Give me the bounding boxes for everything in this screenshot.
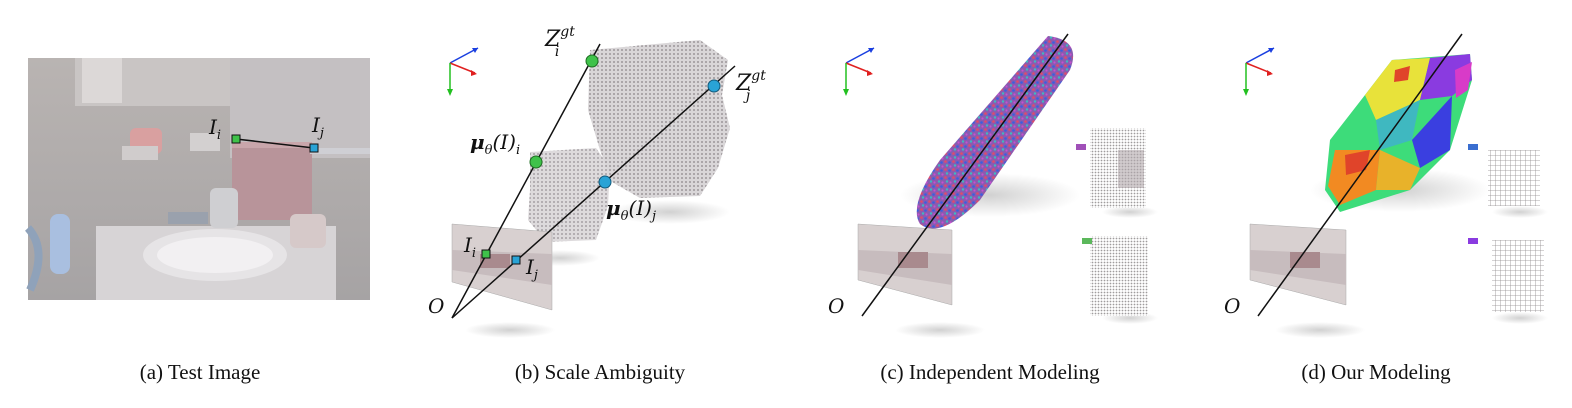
svg-text:Ij: Ij bbox=[311, 113, 324, 141]
mesh-cloud-top bbox=[1488, 150, 1540, 206]
mesh-cloud-bottom bbox=[1492, 240, 1544, 312]
bathroom-photo: Ii Ij bbox=[24, 58, 370, 300]
independent-modeling-figure: O bbox=[828, 33, 1158, 338]
axes-icon bbox=[843, 47, 875, 96]
colored-point-cloud bbox=[916, 36, 1074, 229]
axes-icon bbox=[1243, 47, 1275, 96]
panel-test-image: Ii Ij (a) Test Image bbox=[0, 0, 400, 408]
legend-swatch-purple bbox=[1076, 144, 1086, 150]
gray-cloud-bottom bbox=[1090, 236, 1148, 316]
svg-text:O: O bbox=[828, 294, 844, 318]
caption-d: (d) Our Modeling bbox=[1301, 360, 1451, 384]
panel-independent-modeling: O (c) Independent Modeling bbox=[800, 0, 1180, 408]
caption-b: (b) Scale Ambiguity bbox=[514, 360, 686, 384]
legend-swatch-green bbox=[1082, 238, 1092, 244]
image-plane bbox=[1249, 223, 1347, 306]
image-plane bbox=[857, 223, 953, 306]
svg-text:O: O bbox=[1224, 294, 1240, 318]
scale-ambiguity-figure: Zgt i Zgt j μθ(I)i μθ(I)j Ii Ij O bbox=[428, 24, 766, 338]
pred-point-i bbox=[529, 155, 543, 169]
far-point-cloud bbox=[588, 40, 730, 198]
legend-swatch-blue bbox=[1468, 144, 1478, 150]
pixel-i-marker bbox=[231, 134, 241, 144]
panel-our-modeling: O (d) Our Modeling bbox=[1180, 0, 1572, 408]
svg-text:Ii: Ii bbox=[208, 115, 221, 143]
svg-text:Ii: Ii bbox=[463, 233, 476, 261]
legend-swatch-violet bbox=[1468, 238, 1478, 244]
our-modeling-figure: O bbox=[1224, 33, 1548, 338]
svg-text:Ij: Ij bbox=[525, 255, 538, 283]
svg-text:μθ(I)j: μθ(I)j bbox=[606, 196, 656, 224]
svg-text:O: O bbox=[428, 294, 444, 318]
svg-text:μθ(I)i: μθ(I)i bbox=[470, 130, 520, 158]
caption-c: (c) Independent Modeling bbox=[880, 360, 1100, 384]
panel-scale-ambiguity: Zgt i Zgt j μθ(I)i μθ(I)j Ii Ij O (b) Scal… bbox=[400, 0, 800, 408]
caption-a: (a) Test Image bbox=[139, 360, 261, 384]
axes-icon bbox=[447, 47, 479, 96]
gt-point-i bbox=[585, 54, 599, 68]
pred-point-j bbox=[598, 175, 612, 189]
gt-point-j bbox=[707, 79, 721, 93]
near-point-cloud bbox=[528, 148, 610, 242]
pixel-j-marker bbox=[309, 143, 319, 153]
